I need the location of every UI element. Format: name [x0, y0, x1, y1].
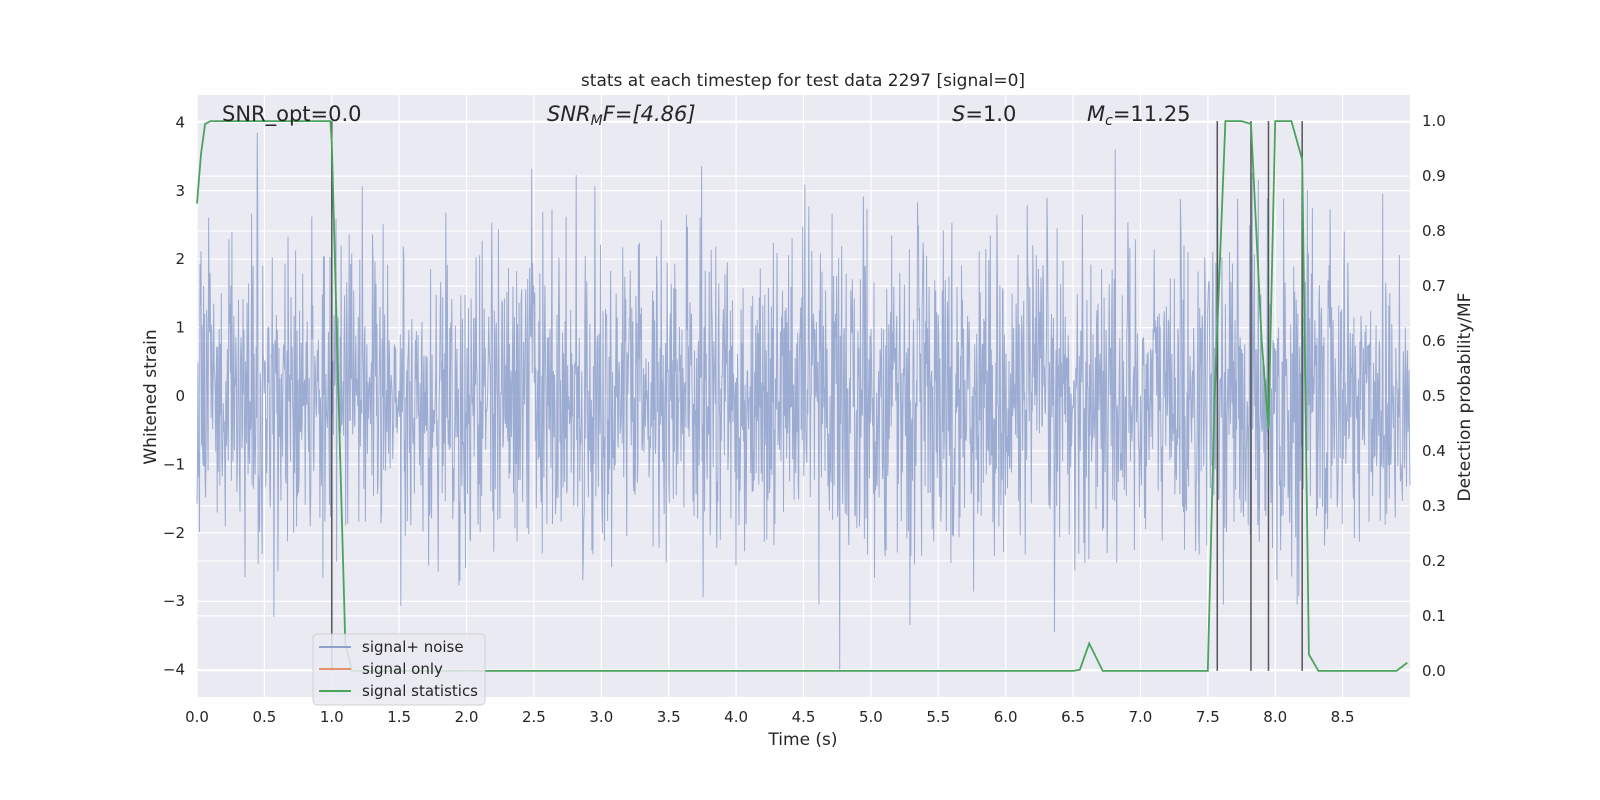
x-tick-label: 5.0	[859, 708, 883, 726]
y-axis-label: Whitened strain	[141, 329, 161, 464]
annotation-mc: Mc=11.25	[1087, 102, 1191, 129]
noise-trace	[196, 132, 1411, 670]
y-tick-label: −4	[163, 661, 185, 679]
x-tick-label: 3.5	[657, 708, 681, 726]
x-tick-label: 0.0	[185, 708, 209, 726]
y2-axis-label: Detection probability/MF	[1455, 293, 1475, 502]
x-tick-label: 7.0	[1129, 708, 1153, 726]
y-tick-labels: 4 3 2 1 0 −1 −2 −3 −4	[163, 113, 185, 678]
legend: signal+ noise signal only signal statist…	[312, 633, 486, 706]
x-axis-label: Time (s)	[767, 730, 837, 750]
x-tick-label: 8.5	[1331, 708, 1355, 726]
y2-tick-labels: 1.0 0.9 0.8 0.7 0.6 0.5 0.4 0.3 0.2 0.1 0.0	[1422, 112, 1446, 680]
x-tick-label: 7.5	[1196, 708, 1220, 726]
legend-label-noise: signal+ noise	[362, 638, 464, 656]
y-tick-label: 0	[175, 387, 185, 405]
annotation-snr-opt: SNR_opt=0.0	[222, 102, 362, 127]
x-tick-label: 4.5	[792, 708, 816, 726]
y2-tick-label: 0.6	[1422, 332, 1446, 350]
x-tick-label: 4.0	[724, 708, 748, 726]
x-tick-labels: 0.0 0.5 1.0 1.5 2.0 2.5 3.0 3.5 4.0 4.5 5.0 5.5 6.0 6…	[185, 708, 1354, 726]
annotation-snr-mf: SNRMF=[4.86]	[547, 102, 696, 129]
x-tick-label: 6.0	[994, 708, 1018, 726]
annotation-snr-mf-main: SNR	[547, 102, 591, 126]
y2-tick-label: 0.9	[1422, 167, 1446, 185]
noise-series	[196, 132, 1411, 670]
annotation-s-main: S	[952, 102, 965, 126]
annotation-mc-rest: =11.25	[1113, 102, 1191, 126]
legend-label-signal: signal only	[362, 660, 443, 678]
y2-tick-label: 0.5	[1422, 387, 1446, 405]
y-tick-label: 2	[175, 250, 185, 268]
y2-tick-label: 0.3	[1422, 497, 1446, 515]
y-tick-label: 3	[175, 182, 185, 200]
y-tick-label: 1	[175, 319, 185, 337]
x-tick-label: 3.0	[589, 708, 613, 726]
x-tick-label: 6.5	[1061, 708, 1085, 726]
y2-tick-label: 0.8	[1422, 222, 1446, 240]
x-tick-label: 2.5	[522, 708, 546, 726]
y2-tick-label: 0.7	[1422, 277, 1446, 295]
y2-tick-label: 0.4	[1422, 442, 1446, 460]
x-tick-label: 1.5	[387, 708, 411, 726]
x-tick-label: 1.0	[320, 708, 344, 726]
y-tick-label: −2	[163, 524, 185, 542]
statistics-series	[196, 120, 1408, 672]
chart-title: stats at each timestep for test data 229…	[581, 71, 1025, 91]
annotation-snr-mf-sub: M	[591, 113, 603, 129]
legend-box	[312, 633, 486, 706]
y2-tick-label: 0.1	[1422, 607, 1446, 625]
y2-tick-label: 1.0	[1422, 112, 1446, 130]
y-tick-label: −3	[163, 592, 185, 610]
x-tick-label: 0.5	[252, 708, 276, 726]
legend-label-stats: signal statistics	[362, 682, 478, 700]
x-tick-label: 8.0	[1263, 708, 1287, 726]
y-tick-label: 4	[175, 113, 185, 131]
x-tick-label: 5.5	[926, 708, 950, 726]
annotation-mc-main: M	[1087, 102, 1105, 126]
annotation-mc-sub: c	[1105, 113, 1113, 129]
x-tick-label: 2.0	[455, 708, 479, 726]
y-tick-label: −1	[163, 455, 185, 473]
y2-tick-label: 0.2	[1422, 552, 1446, 570]
statistics-trace	[196, 120, 1408, 672]
annotation-snr-mf-rest: F=[4.86]	[603, 102, 696, 126]
y2-tick-label: 0.0	[1422, 662, 1446, 680]
annotation-s: S=1.0	[952, 102, 1016, 126]
annotation-s-rest: =1.0	[965, 102, 1016, 126]
